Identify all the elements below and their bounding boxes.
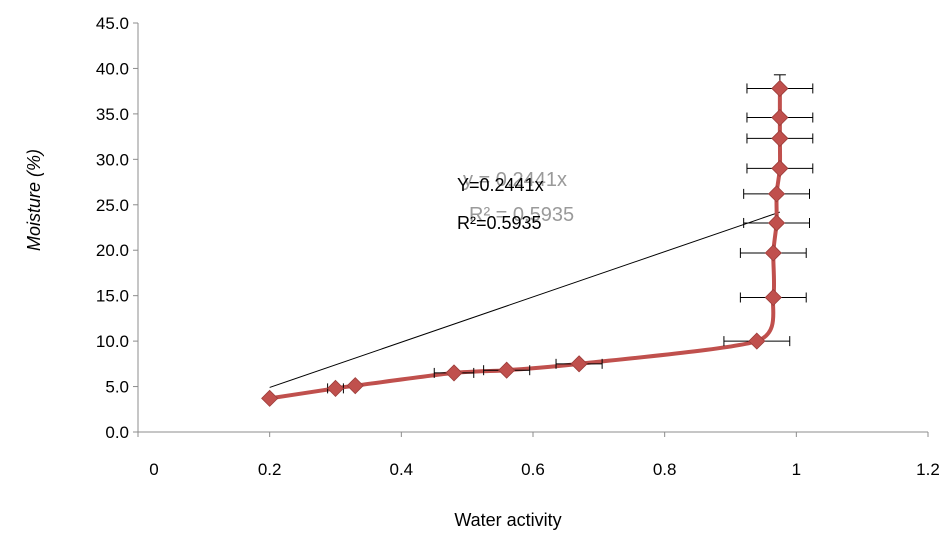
data-point <box>445 364 463 382</box>
x-tick-label: 1.2 <box>916 460 940 479</box>
trendline <box>269 211 781 388</box>
y-tick-label: 10.0 <box>96 332 129 351</box>
markers <box>261 79 789 407</box>
r2-label: R²=0.5935 <box>457 213 542 233</box>
data-point <box>768 214 786 232</box>
x-tick-label: 0.2 <box>258 460 282 479</box>
data-point <box>771 79 789 98</box>
data-point <box>326 379 345 397</box>
y-tick-label: 5.0 <box>105 378 129 397</box>
y-tick-label: 25.0 <box>96 196 129 215</box>
data-point <box>261 389 279 407</box>
x-tick-label: 0.6 <box>521 460 545 479</box>
data-point <box>764 288 782 307</box>
data-point <box>768 185 786 203</box>
x-tick-label: 0 <box>149 460 158 479</box>
data-point <box>771 129 789 147</box>
x-axis-title: Water activity <box>454 510 561 530</box>
r2-ghost-label: R² = 0.5935 <box>469 204 574 226</box>
x-tick-label: 1 <box>792 460 801 479</box>
series-line <box>269 88 783 401</box>
data-point <box>764 244 782 262</box>
y-tick-label: 20.0 <box>96 241 129 260</box>
series-group <box>269 88 783 401</box>
tick-labels: 0 0.2 0.4 0.6 0.8 1 1.2 0.0 5.0 10.0 15.0 20.0 25.0 3… <box>96 14 940 479</box>
data-point <box>771 159 789 177</box>
y-tick-label: 45.0 <box>96 14 129 33</box>
data-point <box>748 332 766 350</box>
data-point <box>498 361 516 379</box>
x-tick-label: 0.8 <box>653 460 677 479</box>
y-tick-label: 0.0 <box>105 423 129 442</box>
axes <box>133 22 929 437</box>
data-point <box>346 377 364 395</box>
equation-label: Y=0.2441x <box>457 175 544 195</box>
y-tick-label: 30.0 <box>96 150 129 169</box>
trendline-group <box>269 211 781 388</box>
equation-ghost-label: y = 0.2441x <box>463 169 567 191</box>
y-tick-label: 40.0 <box>96 59 129 78</box>
y-tick-label: 15.0 <box>96 287 129 306</box>
y-tick-label: 35.0 <box>96 105 129 124</box>
x-tick-label: 0.4 <box>390 460 414 479</box>
data-point <box>771 108 789 127</box>
data-point <box>570 355 588 373</box>
y-axis-title: Moisture (%) <box>24 149 44 251</box>
